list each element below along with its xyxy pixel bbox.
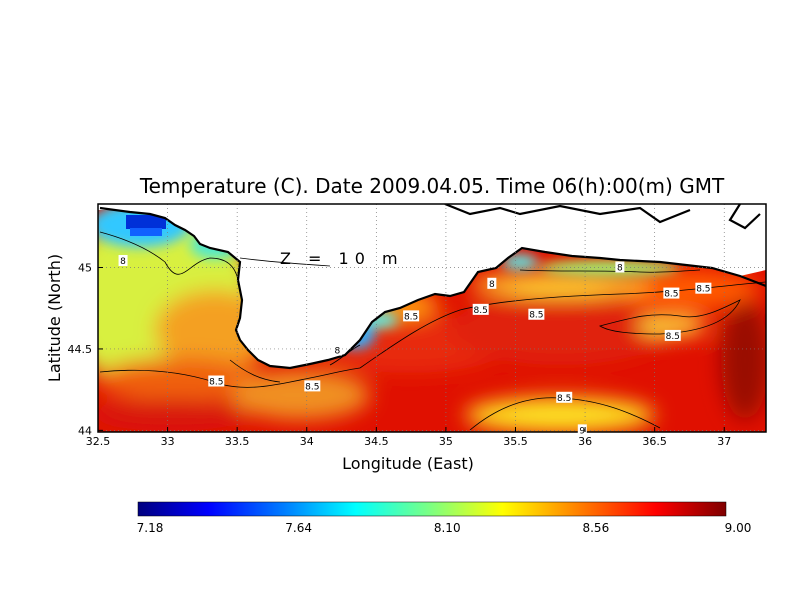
x-tick-label: 35.5 (503, 435, 528, 448)
svg-text:8: 8 (120, 257, 126, 267)
contour-label: 9 (577, 424, 587, 436)
contour-label: 8.5 (208, 375, 225, 388)
contour-label: 8.5 (695, 282, 712, 295)
colorbar (137, 501, 727, 517)
contour-label: 8 (118, 255, 128, 267)
contour-label: 8.5 (664, 329, 681, 342)
svg-text:8: 8 (334, 347, 340, 357)
contour-label: 8.5 (472, 303, 489, 316)
y-tick-label: 44 (78, 424, 92, 437)
svg-text:8.5: 8.5 (557, 394, 571, 404)
x-tick-label: 36 (578, 435, 592, 448)
svg-text:8.5: 8.5 (664, 290, 678, 300)
contour-label: 8 (615, 261, 625, 274)
contour-label: 8.5 (403, 310, 420, 322)
plot-frame (97, 203, 767, 433)
y-axis-label: Latitude (North) (45, 254, 64, 382)
chart-title: Temperature (C). Date 2009.04.05. Time 0… (139, 174, 725, 198)
colorbar-tick-label: 7.64 (285, 521, 312, 535)
x-tick-label: 34.5 (364, 435, 389, 448)
coastline (99, 204, 766, 370)
svg-text:8.5: 8.5 (209, 378, 223, 388)
y-tick-label: 44.5 (68, 343, 93, 356)
x-tick-label: 36.5 (642, 435, 667, 448)
svg-text:8.5: 8.5 (696, 285, 710, 295)
svg-text:8.5: 8.5 (529, 311, 543, 321)
colorbar-ticks: 7.18 7.64 8.10 8.56 9.00 (137, 521, 752, 535)
colorbar-tick-label: 7.18 (137, 521, 164, 535)
x-tick-label: 34 (300, 435, 314, 448)
svg-text:8.5: 8.5 (404, 312, 418, 322)
svg-text:8.5: 8.5 (305, 382, 319, 392)
x-tick-label: 33.5 (225, 435, 250, 448)
contour-label: 8 (487, 277, 497, 290)
svg-text:8.5: 8.5 (666, 332, 680, 342)
contour-label: 8 (332, 344, 342, 357)
land-mass (98, 204, 766, 368)
contour-labels: 8 8 8 8 8.5 8.5 8.5 8.5 8.5 8.5 8.5 8.5 8.5 9 (118, 255, 712, 436)
svg-text:8: 8 (617, 264, 623, 274)
x-tick-label: 32.5 (86, 435, 111, 448)
svg-text:8: 8 (489, 280, 495, 290)
depth-annotation: Z = 10 m (280, 249, 404, 268)
contour-label: 8.5 (528, 308, 545, 321)
y-axis-ticks: 44 44.5 45 (68, 262, 103, 437)
y-tick-label: 45 (78, 262, 92, 275)
x-tick-label: 35 (439, 435, 453, 448)
svg-text:9: 9 (579, 426, 585, 436)
svg-text:8.5: 8.5 (474, 306, 488, 316)
contour-label: 8.5 (556, 391, 573, 404)
contour-label: 8.5 (304, 380, 321, 392)
x-tick-label: 33 (161, 435, 175, 448)
colorbar-tick-label: 8.10 (434, 521, 461, 535)
x-axis-ticks: 32.5 33 33.5 34 34.5 35 35.5 36 36.5 37 (86, 427, 731, 448)
x-tick-label: 37 (717, 435, 731, 448)
colorbar-tick-label: 8.56 (582, 521, 609, 535)
colorbar-tick-label: 9.00 (725, 521, 752, 535)
x-axis-label: Longitude (East) (342, 454, 474, 473)
contour-label: 8.5 (663, 287, 680, 300)
